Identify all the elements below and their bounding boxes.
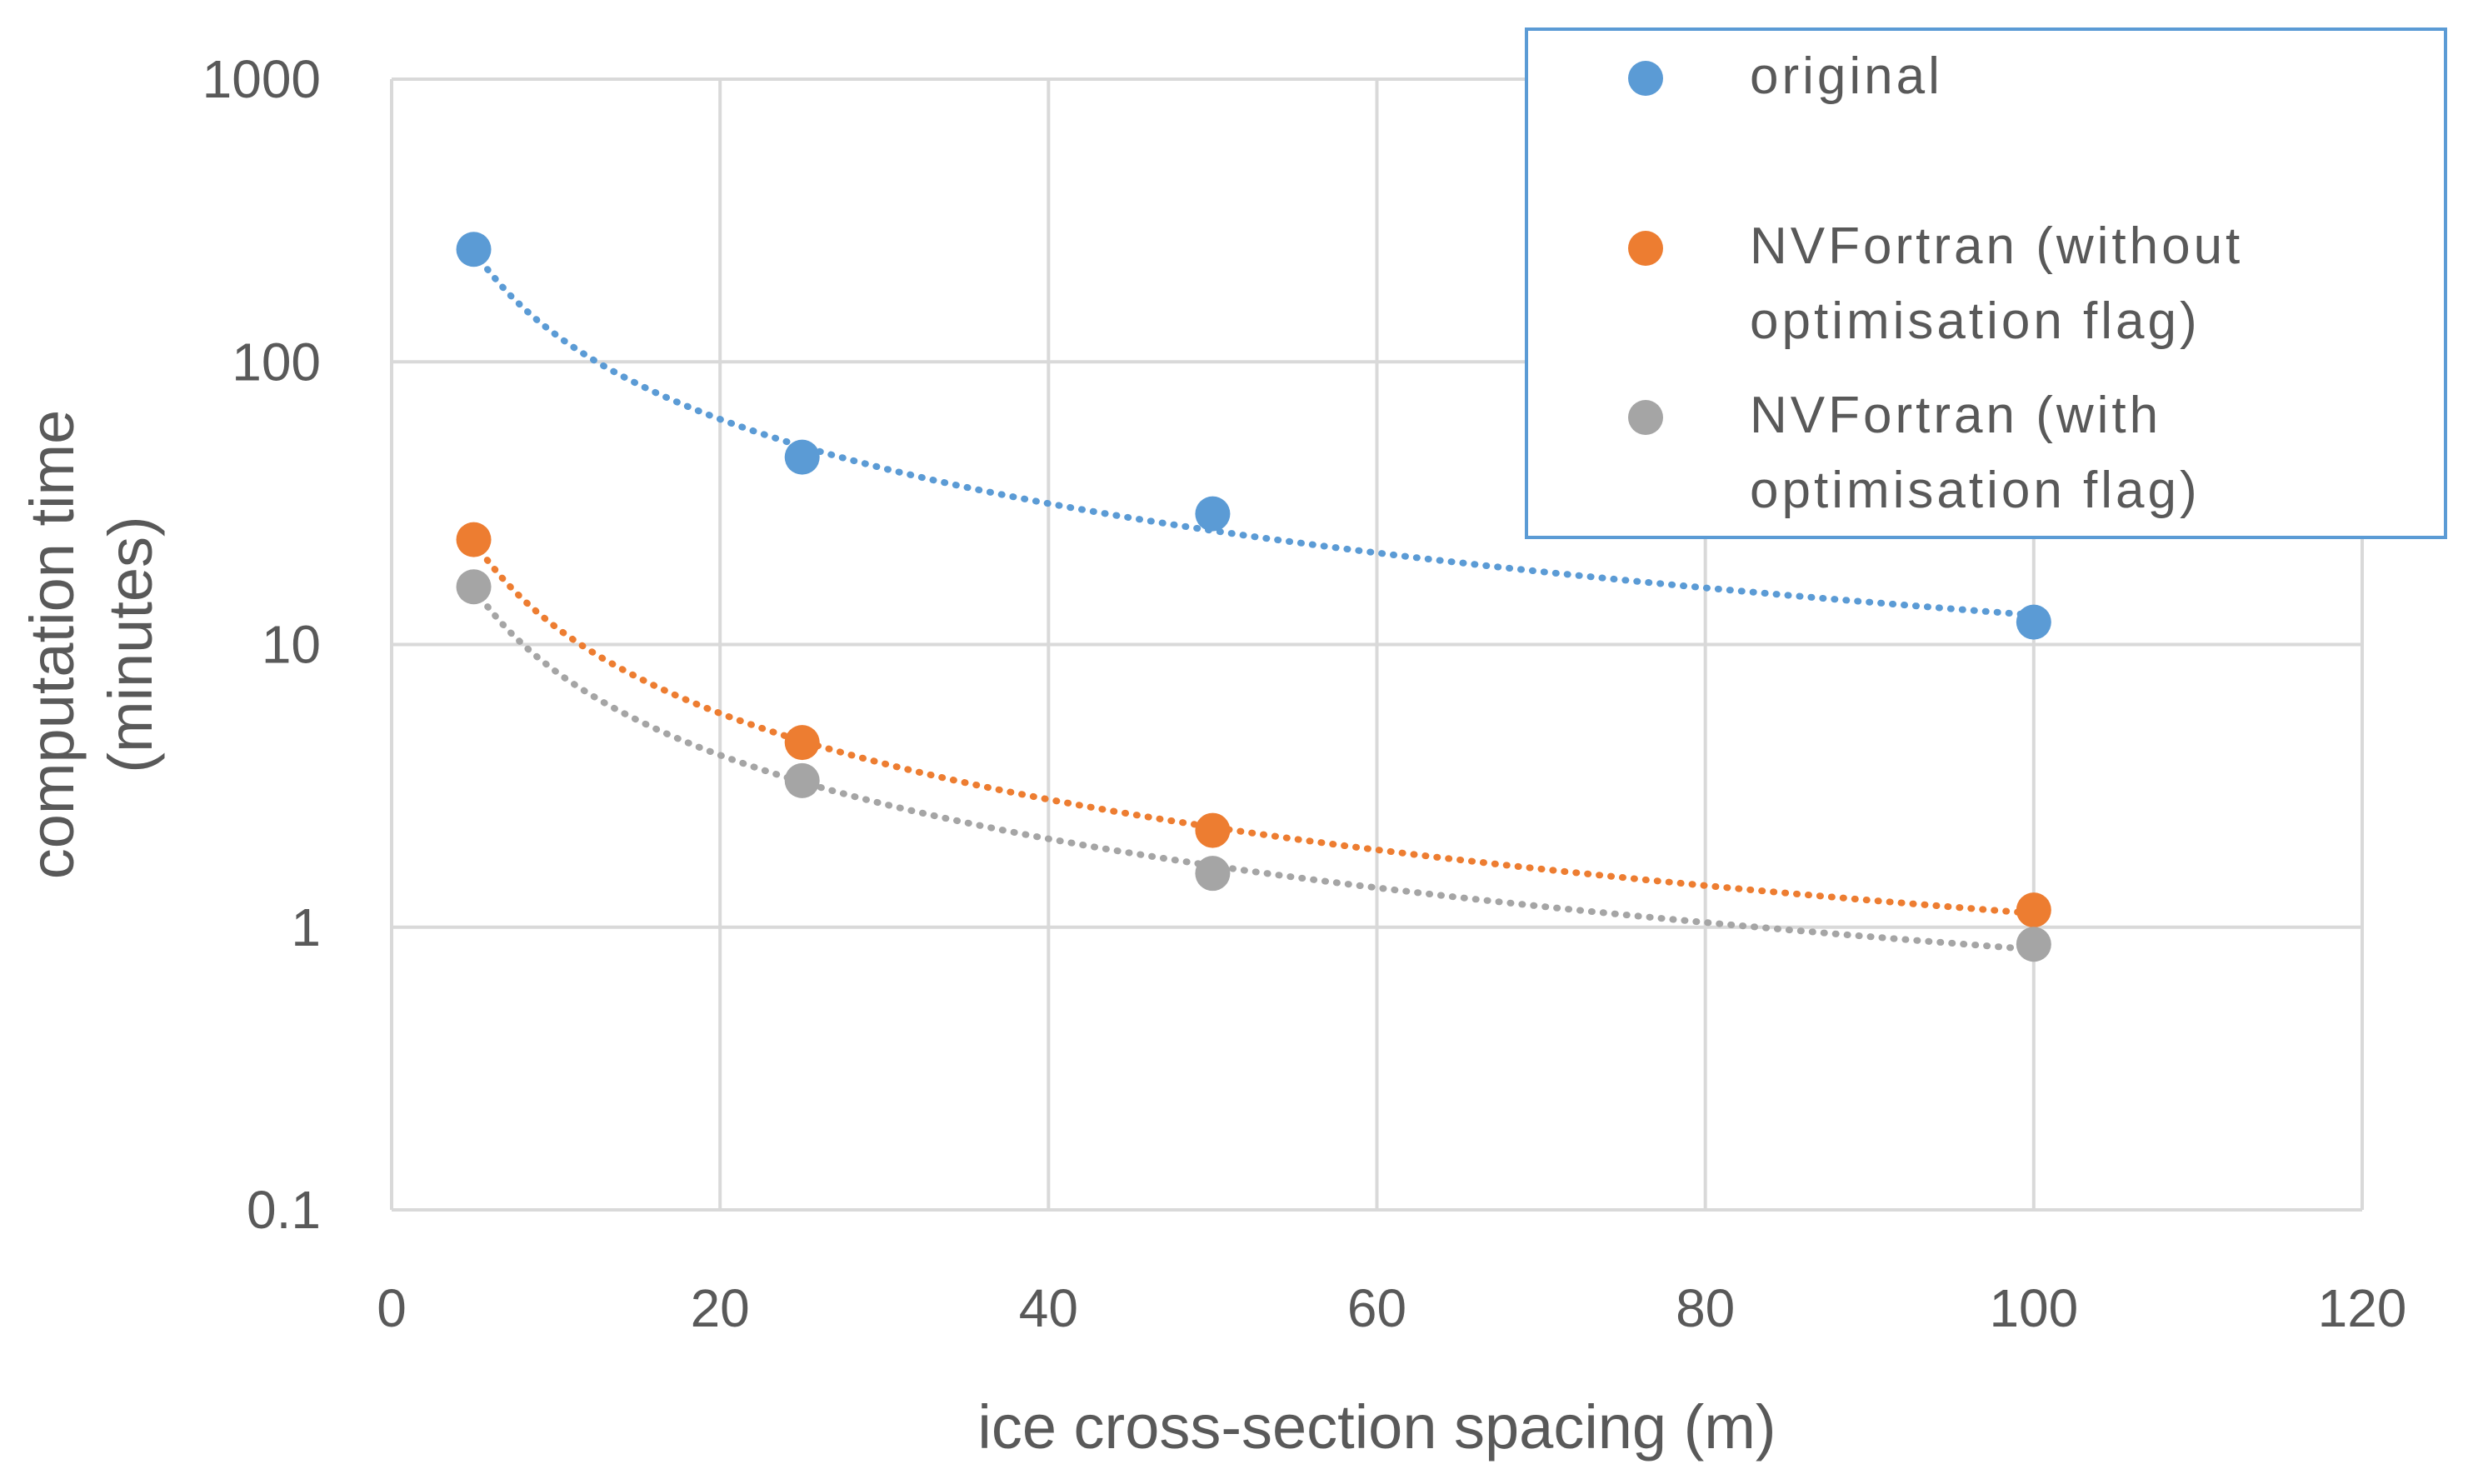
data-point xyxy=(1195,496,1231,532)
trendline xyxy=(470,584,2037,953)
trendline xyxy=(470,537,2037,917)
y-tick-label: 10 xyxy=(262,615,321,675)
legend-marker xyxy=(1628,400,1663,435)
x-axis-title: ice cross-section spacing (m) xyxy=(977,1392,1776,1462)
y-tick-label: 100 xyxy=(232,332,321,392)
data-point xyxy=(784,439,820,475)
data-point xyxy=(1195,812,1231,848)
x-tick-label: 100 xyxy=(1989,1278,2078,1338)
trendlines xyxy=(470,247,2037,953)
legend-entries: original NVFortran (without optimisation f… xyxy=(1628,47,2243,519)
x-tick-label: 60 xyxy=(1347,1278,1406,1338)
legend-label: NVFortran (with xyxy=(1750,387,2161,444)
data-point xyxy=(784,725,820,761)
y-tick-label: 0.1 xyxy=(247,1180,321,1240)
tick-labels: 0 20 40 60 80 100 120 0.1 1 10 100 1000 xyxy=(202,49,2407,1338)
legend-marker xyxy=(1628,231,1663,266)
data-point xyxy=(456,569,492,605)
data-point xyxy=(2016,892,2051,928)
legend-box xyxy=(1525,27,2447,539)
x-tick-label: 40 xyxy=(1019,1278,1078,1338)
data-point xyxy=(2016,927,2051,962)
data-point xyxy=(1195,856,1231,892)
legend-label: optimisation flag) xyxy=(1750,462,2201,519)
data-points xyxy=(456,232,2051,962)
data-point xyxy=(784,762,820,798)
data-point xyxy=(2016,604,2051,640)
legend-label: optimisation flag) xyxy=(1750,292,2201,350)
y-tick-label: 1000 xyxy=(202,49,321,109)
y-axis-title: computation time (minutes) xyxy=(17,410,165,880)
data-point xyxy=(456,232,492,267)
legend-marker xyxy=(1628,61,1663,96)
legend-label: NVFortran (without xyxy=(1750,217,2243,275)
y-axis-title-line-1: computation time xyxy=(17,410,87,880)
data-point xyxy=(456,522,492,557)
x-tick-label: 0 xyxy=(377,1278,407,1338)
trendline xyxy=(470,247,2037,619)
x-tick-label: 120 xyxy=(2318,1278,2407,1338)
y-axis-title-line-2: (minutes) xyxy=(96,516,165,772)
x-tick-label: 20 xyxy=(691,1278,750,1338)
x-tick-label: 80 xyxy=(1676,1278,1735,1338)
legend-label: original xyxy=(1750,47,1943,105)
y-tick-label: 1 xyxy=(291,897,321,957)
legend: original NVFortran (without optimisation f… xyxy=(1525,27,2447,539)
